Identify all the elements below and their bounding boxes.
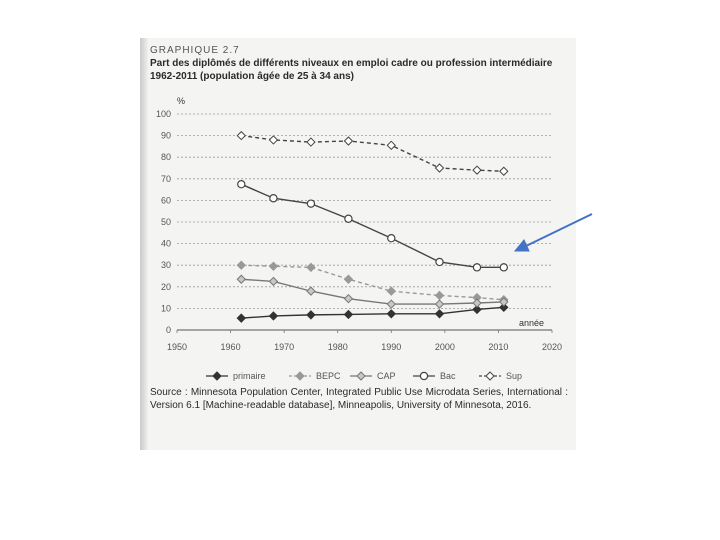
y-axis-label: %: [177, 96, 185, 106]
data-point: [344, 214, 353, 223]
data-point: [343, 136, 354, 146]
series-cap: [236, 274, 509, 309]
legend-item-sup: Sup: [479, 371, 522, 381]
legend-marker: [212, 371, 222, 381]
legend-label: Bac: [440, 371, 456, 381]
data-point: [306, 199, 316, 208]
data-point: [434, 299, 445, 309]
x-tick-label: 1960: [221, 342, 241, 352]
data-point: [306, 286, 316, 296]
legend-marker: [485, 371, 495, 381]
data-point: [306, 137, 316, 147]
data-point: [386, 299, 396, 309]
data-point: [236, 130, 246, 141]
data-point: [499, 166, 509, 176]
data-point: [236, 274, 246, 284]
legend-label: BEPC: [316, 371, 341, 381]
data-point: [306, 310, 316, 320]
series-primaire: [236, 302, 509, 323]
data-point: [434, 309, 445, 319]
data-point: [268, 135, 279, 145]
data-point: [435, 257, 444, 267]
legend-marker: [356, 371, 366, 381]
y-tick-label: 70: [161, 174, 171, 184]
x-tick-label: 1970: [274, 342, 294, 352]
data-point: [472, 165, 482, 175]
y-tick-label: 30: [161, 260, 171, 270]
x-tick-label: 1990: [381, 342, 401, 352]
chart-title-block: GRAPHIQUE 2.7 Part des diplômés de diffé…: [150, 44, 570, 83]
y-tick-label: 0: [166, 325, 171, 335]
y-tick-label: 40: [161, 239, 171, 249]
data-point: [269, 194, 278, 203]
series-line: [241, 134, 504, 172]
x-tick-label: 2010: [488, 342, 508, 352]
y-tick-label: 10: [161, 303, 171, 313]
y-tick-label: 100: [156, 109, 171, 119]
data-point: [236, 260, 246, 270]
gridlines: [177, 113, 552, 309]
page-edge-shadow: [140, 38, 148, 450]
data-point: [434, 163, 445, 173]
data-point: [434, 290, 445, 301]
y-tick-label: 80: [161, 152, 171, 162]
data-point: [343, 274, 354, 284]
data-point: [268, 311, 279, 321]
data-point: [237, 179, 246, 189]
data-point: [499, 263, 508, 272]
series-line: [241, 306, 504, 319]
legend-item-bepc: BEPC: [289, 371, 341, 381]
y-tick-label: 60: [161, 195, 171, 205]
legend: primaire BEPC CAP Bac Sup: [206, 371, 522, 381]
data-point: [387, 233, 396, 243]
series-line: [241, 264, 504, 301]
series-bac: [237, 179, 508, 272]
data-point: [306, 262, 316, 273]
data-point: [343, 293, 354, 304]
x-tick-label: 2000: [435, 342, 455, 352]
axes: 0 10 20 30 40 50 60 70 80 90 100 1950 1960 1970 1980 19…: [156, 96, 562, 352]
data-point: [499, 297, 509, 307]
y-tick-label: 90: [161, 131, 171, 141]
data-point: [499, 302, 509, 313]
figure-kicker: GRAPHIQUE 2.7: [150, 45, 240, 56]
data-point: [386, 286, 396, 296]
legend-label: Sup: [506, 371, 522, 381]
data-point: [472, 298, 482, 308]
series-line: [241, 278, 504, 305]
chart-title: Part des diplômés de différents niveaux …: [150, 58, 553, 82]
legend-label: primaire: [233, 371, 266, 381]
x-axis-label: année: [519, 318, 544, 328]
plot-area: [236, 130, 509, 323]
arrow-shaft: [525, 213, 593, 247]
annotation-arrow: [513, 213, 593, 252]
series-line: [241, 183, 504, 269]
x-tick-label: 1950: [167, 342, 187, 352]
data-point: [472, 263, 482, 272]
x-tick-label: 1980: [328, 342, 348, 352]
data-point: [343, 309, 354, 320]
legend-marker: [419, 371, 429, 381]
legend-marker: [295, 371, 305, 381]
data-point: [268, 261, 279, 271]
arrow-head: [513, 239, 530, 252]
data-point: [236, 313, 246, 323]
data-point: [268, 276, 279, 287]
legend-label: CAP: [377, 371, 396, 381]
y-tick-label: 50: [161, 217, 171, 227]
x-tick-label: 2020: [542, 342, 562, 352]
source-note: Source : Minnesota Population Center, In…: [150, 387, 568, 411]
y-tick-label: 20: [161, 282, 171, 292]
data-point: [386, 309, 396, 319]
legend-item-cap: CAP: [350, 371, 396, 381]
data-point: [386, 140, 396, 151]
legend-item-bac: Bac: [413, 371, 456, 381]
legend-item-primaire: primaire: [206, 371, 266, 381]
data-point: [472, 304, 482, 315]
series-sup: [236, 130, 509, 176]
